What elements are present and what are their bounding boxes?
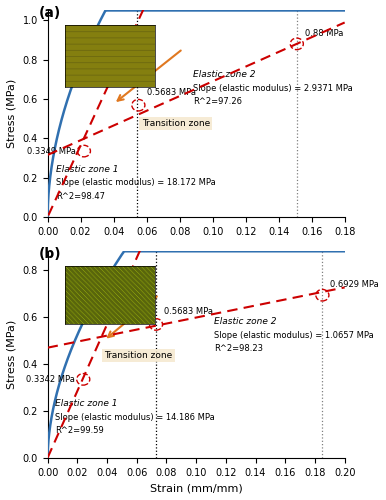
Text: 0.6929 MPa: 0.6929 MPa [330, 280, 379, 289]
Text: R^2=98.47: R^2=98.47 [56, 192, 105, 200]
Y-axis label: Stress (MPa): Stress (MPa) [7, 320, 17, 389]
Text: 0.88 MPa: 0.88 MPa [305, 29, 344, 38]
X-axis label: Strain (mm/mm): Strain (mm/mm) [150, 483, 242, 493]
Text: R^2=98.23: R^2=98.23 [214, 344, 263, 353]
Text: 0.3342 MPa: 0.3342 MPa [26, 375, 75, 384]
Text: 0.5683 MPa: 0.5683 MPa [164, 308, 213, 316]
Text: Slope (elastic modulus) = 2.9371 MPa: Slope (elastic modulus) = 2.9371 MPa [193, 84, 352, 92]
Text: (a): (a) [39, 6, 61, 20]
Text: Elastic zone 2: Elastic zone 2 [214, 318, 276, 326]
Text: Slope (elastic modulus) = 18.172 MPa: Slope (elastic modulus) = 18.172 MPa [56, 178, 216, 187]
Text: R^2=97.26: R^2=97.26 [193, 97, 242, 106]
Text: Transition zone: Transition zone [142, 119, 210, 128]
Text: Elastic zone 1: Elastic zone 1 [56, 164, 119, 173]
Text: 0.5683 MPa: 0.5683 MPa [147, 88, 196, 98]
Text: Transition zone: Transition zone [104, 351, 172, 360]
Text: 0.3349 MPa: 0.3349 MPa [27, 146, 76, 156]
Text: Slope (elastic modulus) = 14.186 MPa: Slope (elastic modulus) = 14.186 MPa [55, 413, 215, 422]
Text: R^2=99.59: R^2=99.59 [55, 426, 104, 436]
Y-axis label: Stress (MPa): Stress (MPa) [7, 79, 17, 148]
Text: Elastic zone 2: Elastic zone 2 [193, 70, 255, 80]
Text: (b): (b) [39, 247, 61, 261]
Text: Elastic zone 1: Elastic zone 1 [55, 400, 117, 408]
Text: Slope (elastic modulus) = 1.0657 MPa: Slope (elastic modulus) = 1.0657 MPa [214, 331, 374, 340]
